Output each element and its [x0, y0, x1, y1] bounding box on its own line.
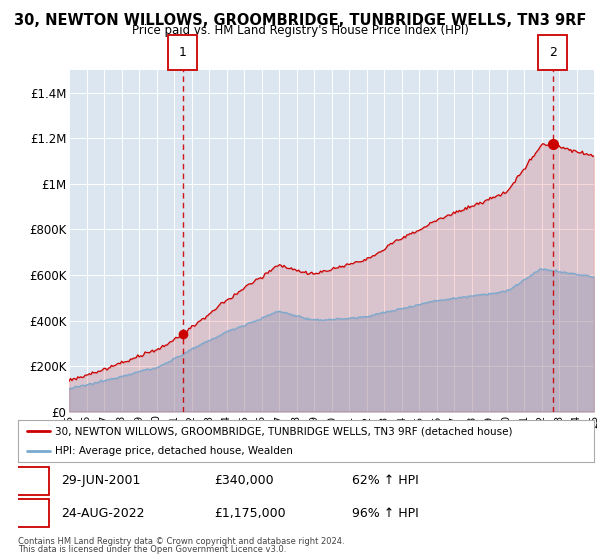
Text: 96% ↑ HPI: 96% ↑ HPI	[352, 507, 419, 520]
Text: 30, NEWTON WILLOWS, GROOMBRIDGE, TUNBRIDGE WELLS, TN3 9RF: 30, NEWTON WILLOWS, GROOMBRIDGE, TUNBRID…	[14, 13, 586, 27]
Text: Price paid vs. HM Land Registry's House Price Index (HPI): Price paid vs. HM Land Registry's House …	[131, 24, 469, 38]
FancyBboxPatch shape	[15, 499, 49, 528]
Text: 62% ↑ HPI: 62% ↑ HPI	[352, 474, 419, 487]
FancyBboxPatch shape	[15, 466, 49, 495]
Text: 2: 2	[28, 507, 36, 520]
Text: Contains HM Land Registry data © Crown copyright and database right 2024.: Contains HM Land Registry data © Crown c…	[18, 537, 344, 546]
Text: 24-AUG-2022: 24-AUG-2022	[61, 507, 145, 520]
Text: This data is licensed under the Open Government Licence v3.0.: This data is licensed under the Open Gov…	[18, 545, 286, 554]
Text: 29-JUN-2001: 29-JUN-2001	[61, 474, 140, 487]
Text: 2: 2	[549, 46, 557, 59]
Text: £1,175,000: £1,175,000	[214, 507, 286, 520]
Text: 30, NEWTON WILLOWS, GROOMBRIDGE, TUNBRIDGE WELLS, TN3 9RF (detached house): 30, NEWTON WILLOWS, GROOMBRIDGE, TUNBRID…	[55, 426, 513, 436]
Text: £340,000: £340,000	[214, 474, 274, 487]
Text: 1: 1	[28, 474, 36, 487]
Text: HPI: Average price, detached house, Wealden: HPI: Average price, detached house, Weal…	[55, 446, 293, 456]
Text: 1: 1	[179, 46, 187, 59]
